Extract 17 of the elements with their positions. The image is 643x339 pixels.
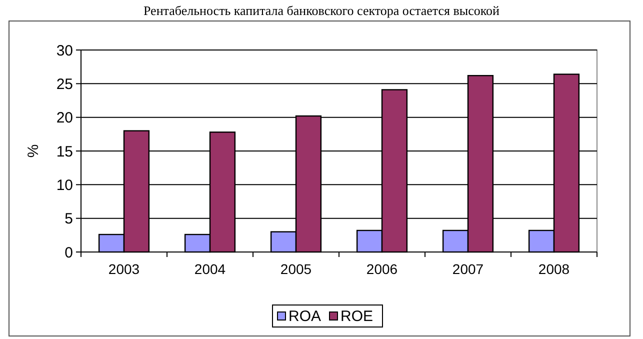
y-tick-label: 15 xyxy=(56,143,73,160)
x-tick-label: 2003 xyxy=(108,261,140,277)
y-tick-label: 20 xyxy=(56,110,73,127)
y-tick-label: 30 xyxy=(56,42,73,60)
y-tick-label: 10 xyxy=(56,176,73,194)
y-axis-title: % xyxy=(25,144,42,158)
chart-title: Рентабельность капитала банковского сектора остается высокой xyxy=(144,3,500,18)
y-tick-label: 5 xyxy=(64,210,73,228)
x-tick-label: 2008 xyxy=(538,261,570,277)
y-tick-label: 0 xyxy=(64,244,73,262)
legend-label: ROE xyxy=(340,308,374,325)
x-tick-label: 2006 xyxy=(366,261,398,277)
x-tick-label: 2004 xyxy=(194,261,226,277)
x-tick-label: 2005 xyxy=(280,261,312,277)
legend-label: ROA xyxy=(288,308,322,325)
y-tick-label: 25 xyxy=(56,76,73,93)
x-tick-label: 2007 xyxy=(452,261,484,277)
